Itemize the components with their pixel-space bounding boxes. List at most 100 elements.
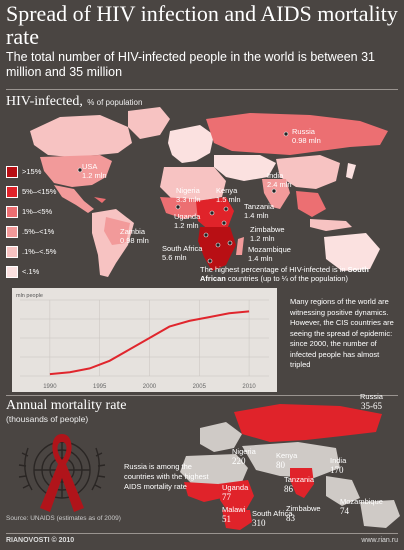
southafrica-note-bold: South African [200,265,369,283]
map-china [276,155,340,189]
label-zimbabwe: Zimbabwe 1.2 mln [250,225,285,243]
mort-kenya-name: Kenya [276,451,298,460]
label-zambia-value: 0.98 mln [120,235,149,245]
chart-xtick-label: 1990 [43,384,57,390]
label-tanzania-value: 1.4 mln [244,210,269,220]
label-nigeria-name: Nigeria [176,186,200,195]
label-tanzania-name: Tanzania [244,202,275,211]
mort-tanzania-value: 86 [284,483,293,494]
mort-zimbabwe: Zimbabwe 83 [286,504,321,523]
mort-uganda-name: Uganda [222,483,249,492]
mort-uganda: Uganda 77 [222,483,249,501]
mort-mozambique-value: 74 [340,505,349,516]
label-usa: USA 1.2 mln [82,162,107,180]
southafrica-note-post: countries (up to ¼ of the population) [225,274,349,283]
legend-label: .1%–<.5% [22,247,57,256]
mort-malawi-value: 51 [222,513,231,524]
mort-nigeria-name: Nigeria [232,447,256,456]
label-tanzania: Tanzania 1.4 mln [244,202,275,220]
mortality-world-map [180,404,400,530]
label-zambia-name: Zambia [120,227,146,236]
label-kenya: Kenya 1.5 mln [216,186,241,204]
divider [6,395,398,396]
mort-india-value: 170 [330,464,344,475]
mort-malawi-name: Malawi [222,505,246,514]
russia-note: Russia is among the countries with the h… [124,462,209,491]
map-mexico [54,185,94,213]
mort-india: India 170 [330,456,346,475]
cis-note: Many regions of the world are witnessing… [290,297,394,369]
label-south-africa-name: South Africa [162,244,203,253]
mort-nigeria: Nigeria 220 [232,447,256,465]
legend-swatch [6,165,18,178]
map-brazil [104,217,130,245]
legend-item: 1%–<5% [6,203,60,220]
map-indonesia [310,219,352,231]
map-australia [324,233,380,271]
mmap-russia [234,404,382,442]
mmap-north-africa [180,454,248,486]
mort-kenya-value: 80 [276,459,285,470]
label-india-name: India [267,171,284,180]
mortality-heading-text: Annual mortality rate [6,398,127,413]
mort-kenya: Kenya 80 [276,451,298,470]
southafrica-note: The highest percentage of HIV-infected i… [200,265,396,283]
label-mozambique-value: 1.4 mln [248,253,273,263]
label-india: India 2.4 mln [267,171,292,189]
chart-xtick-label: 1995 [93,384,107,390]
page-subtitle: The total number of HIV-infected people … [6,50,375,79]
chart-xtick-label: 2000 [143,384,157,390]
marker-kenya [223,206,229,212]
trend-line [49,310,250,376]
mort-mozambique: Mozambique 74 [340,497,383,516]
map-north-africa [160,167,226,201]
chart-ylabel: mln people [16,293,43,299]
label-south-africa: South Africa 5.6 mln [162,244,203,262]
legend-item: 5%–<15% [6,183,60,200]
label-uganda-value: 1.2 mln [174,220,199,230]
divider [6,89,398,90]
label-nigeria-value: 3.3 mln [176,194,201,204]
map-russia [206,113,388,155]
mort-tanzania-name: Tanzania [284,475,315,484]
label-usa-value: 1.2 mln [82,170,107,180]
mort-malawi: Malawi 51 [222,505,246,524]
mortality-section-heading: Annual mortality rate (thousands of peop… [6,398,127,424]
label-usa-name: USA [82,162,98,171]
label-south-africa-value: 5.6 mln [162,252,187,262]
mmap-east-africa [218,480,254,512]
label-kenya-value: 1.5 mln [216,194,241,204]
hiv-heading-text: HIV-infected, [6,94,83,109]
map-madagascar [236,237,244,255]
hiv-trend-svg: mln people 1990 1995 2000 2005 2010 [16,293,269,390]
marker-usa [77,167,83,173]
map-caribbean [94,197,106,203]
marker-russia [283,131,289,137]
marker-tanzania [221,220,227,226]
marker-uganda [209,210,215,216]
label-mozambique-name: Mozambique [248,245,291,254]
label-mozambique: Mozambique 1.4 mln [248,245,291,263]
map-central-asia [214,155,276,181]
legend-item: .1%–<.5% [6,243,60,260]
hiv-trend-chart: mln people 1990 1995 2000 2005 2010 [12,288,277,392]
mmap-southern-africa [222,510,252,530]
mort-tanzania: Tanzania 86 [284,475,315,494]
footer-website-link[interactable]: www.rian.ru [361,537,398,544]
map-se-asia [296,191,326,217]
marker-nigeria [175,204,181,210]
legend-label: >15% [22,167,42,176]
mmap-se-asia [326,476,360,506]
mort-russia: Russia 35-65 [360,392,383,410]
mort-mozambique-name: Mozambique [340,497,383,506]
legend-label: 1%–<5% [22,207,53,216]
divider [6,533,398,534]
legend-swatch [6,265,18,278]
mort-zimbabwe-value: 83 [286,512,295,523]
marker-zimbabwe [215,242,221,248]
legend-item: >15% [6,163,60,180]
mort-south-africa-value: 310 [252,517,266,528]
marker-india [271,188,277,194]
label-uganda: Uganda 1.2 mln [174,212,200,230]
page-title: Spread of HIV infection and AIDS mortali… [6,1,398,49]
